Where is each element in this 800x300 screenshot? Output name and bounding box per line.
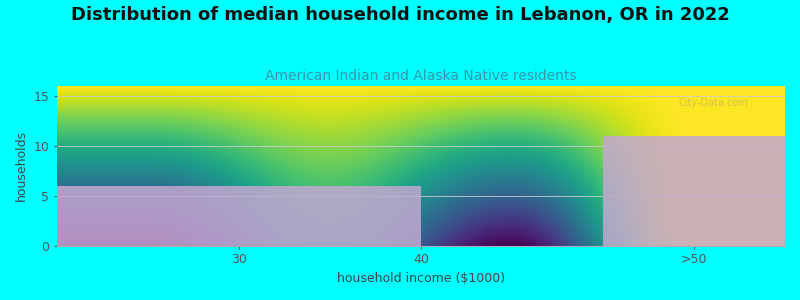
Text: Distribution of median household income in Lebanon, OR in 2022: Distribution of median household income … [70, 6, 730, 24]
Bar [603, 136, 785, 246]
Text: City-Data.com: City-Data.com [679, 98, 749, 108]
Y-axis label: households: households [15, 130, 28, 201]
Bar [57, 186, 421, 246]
X-axis label: household income ($1000): household income ($1000) [337, 272, 505, 285]
Title: American Indian and Alaska Native residents: American Indian and Alaska Native reside… [266, 69, 577, 83]
